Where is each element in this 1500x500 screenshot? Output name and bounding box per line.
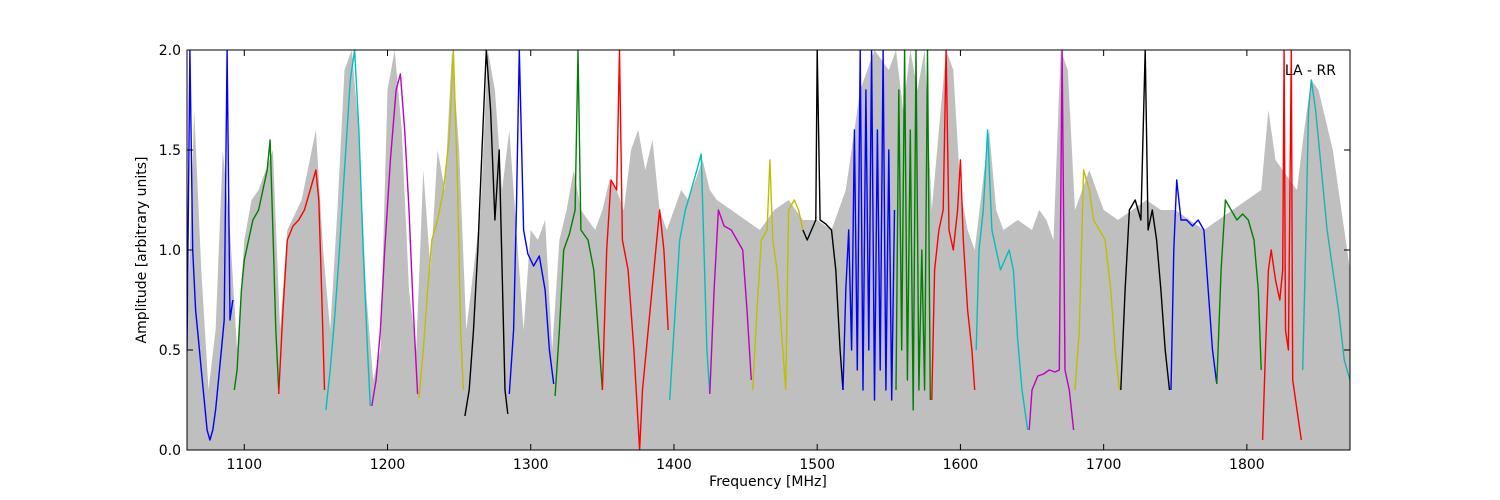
y-tick-label: 2.0 (159, 43, 181, 59)
series-line-20 (1028, 50, 1075, 431)
series-line-15 (802, 50, 844, 391)
x-tick-label: 1100 (226, 457, 262, 473)
x-tick-label: 1200 (370, 457, 406, 473)
y-axis-label: Amplitude [arbitrary units] (134, 157, 150, 344)
series-line-19 (975, 129, 1029, 431)
y-axis-ticks: 0.0 0.5 1.0 1.5 2.0 (159, 43, 1350, 459)
y-tick-label: 1.0 (159, 243, 181, 259)
series-line-23 (1170, 179, 1218, 391)
y-tick-label: 1.5 (159, 143, 181, 159)
series-line-5 (371, 73, 419, 407)
series-line-21 (1074, 169, 1121, 391)
series-line-13 (752, 159, 787, 391)
series-line-17 (895, 50, 931, 411)
series-line-14 (785, 199, 804, 391)
y-tick-label: 0.0 (159, 443, 181, 459)
panel-annotation: LA - RR (1285, 63, 1336, 79)
series-line-3 (278, 169, 326, 395)
y-tick-label: 0.5 (159, 343, 181, 359)
x-axis-ticks: 1100 1200 1300 1400 1500 1600 1700 1800 (226, 50, 1265, 473)
series-line-8 (508, 50, 555, 395)
x-axis-label: Frequency [MHz] (709, 474, 827, 490)
series-line-24 (1216, 199, 1262, 385)
series-line-11 (669, 153, 711, 401)
series-line-26 (1302, 79, 1350, 381)
series-line-12 (709, 209, 752, 395)
x-tick-label: 1600 (943, 457, 979, 473)
series-line-16 (842, 50, 896, 401)
series-line-25 (1261, 50, 1302, 441)
series-line-10 (601, 50, 669, 450)
series-line-7 (464, 50, 509, 417)
series-layer (187, 50, 1350, 450)
x-tick-label: 1400 (656, 457, 692, 473)
series-line-1 (187, 50, 234, 441)
series-line-4 (325, 50, 371, 411)
series-line-6 (418, 50, 465, 399)
x-tick-label: 1800 (1229, 457, 1265, 473)
x-tick-label: 1300 (513, 457, 549, 473)
plot-area (187, 50, 1350, 450)
x-tick-label: 1500 (799, 457, 835, 473)
series-line-2 (233, 139, 280, 391)
series-line-22 (1120, 50, 1171, 391)
x-tick-label: 1700 (1086, 457, 1122, 473)
series-line-18 (931, 50, 976, 401)
series-line-9 (554, 50, 604, 397)
